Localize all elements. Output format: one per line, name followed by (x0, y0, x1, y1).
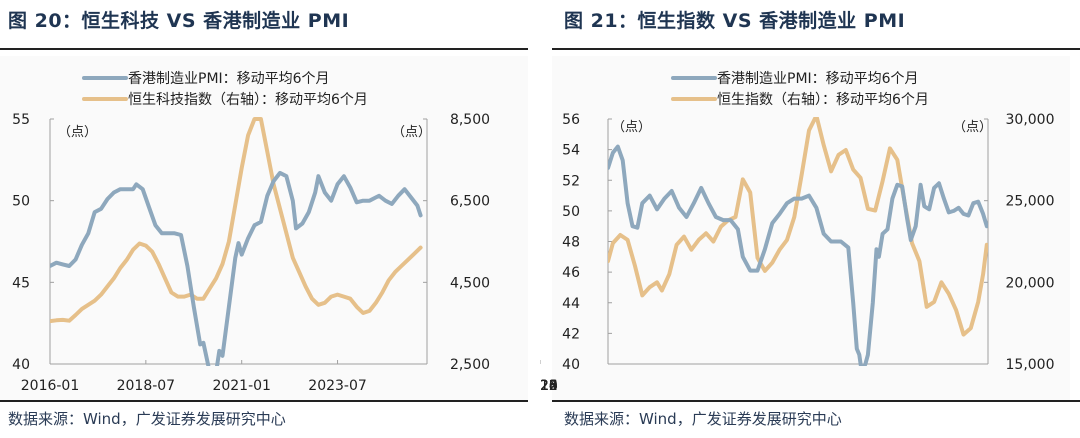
left-y-tick-label: 56 (562, 112, 580, 128)
x-tick-label: 2016-01 (21, 378, 80, 394)
left-y-tick-label: 50 (562, 204, 580, 220)
left-y-tick-label: 54 (562, 143, 580, 159)
right-y-tick-label: 8,500 (450, 112, 490, 128)
legend-label-pmi: 香港制造业PMI：移动平均6个月 (128, 71, 330, 87)
figure-20-panel: 图 20：恒生科技 VS 香港制造业 PMI 香港制造业PMI：移动平均6个月恒… (0, 10, 528, 428)
x-tick-label: 2018-07 (117, 378, 176, 394)
left-y-tick-label: 46 (562, 265, 580, 281)
source-divider (0, 400, 528, 402)
left-y-tick-label: 52 (562, 173, 580, 189)
left-unit-label: （点） (58, 125, 97, 140)
x-tick-label: 2016 (540, 378, 558, 394)
x-tick-label: 2021-01 (212, 378, 271, 394)
figure-21-title: 图 21：恒生指数 VS 香港制造业 PMI (564, 10, 906, 32)
left-y-tick-label: 44 (562, 296, 580, 312)
right-y-tick-label: 30,000 (1006, 112, 1055, 128)
figure-21-source: 数据来源：Wind，广发证券发展研究中心 (564, 410, 842, 428)
right-y-tick-label: 20,000 (1006, 275, 1055, 291)
left-unit-label: （点） (612, 120, 651, 135)
x-tick-label: 2023-07 (308, 378, 367, 394)
source-divider (552, 400, 1080, 402)
left-y-tick-label: 55 (12, 112, 30, 128)
series-line-index (608, 117, 988, 337)
figure-20-title: 图 20：恒生科技 VS 香港制造业 PMI (8, 10, 350, 32)
left-y-tick-label: 50 (12, 194, 30, 210)
plot-lines (50, 117, 423, 366)
right-unit-label: （点） (953, 120, 992, 135)
right-y-tick-label: 6,500 (450, 194, 490, 210)
title-divider (0, 48, 528, 50)
right-y-tick-label: 2,500 (450, 357, 490, 373)
right-y-tick-label: 25,000 (1006, 194, 1055, 210)
figure-20-source: 数据来源：Wind，广发证券发展研究中心 (8, 410, 286, 428)
x-tick-label: 2018 (540, 378, 558, 394)
x-tick-label: 2010 (540, 378, 558, 394)
series-line-index (50, 117, 423, 324)
series-line-pmi (608, 144, 988, 366)
x-tick-label: 2012 (540, 378, 558, 394)
x-tick-label: 2020 (540, 378, 558, 394)
legend-label-index: 恒生指数（右轴）：移动平均6个月 (717, 92, 929, 108)
figure-21-panel: 图 21：恒生指数 VS 香港制造业 PMI 香港制造业PMI：移动平均6个月恒… (540, 0, 1080, 438)
left-y-tick-label: 40 (562, 357, 580, 373)
left-y-tick-label: 45 (12, 275, 30, 291)
right-unit-label: （点） (392, 125, 431, 140)
x-tick-label: 2014 (540, 378, 558, 394)
left-y-tick-label: 40 (12, 357, 30, 373)
right-y-tick-label: 4,500 (450, 275, 490, 291)
series-line-pmi (50, 170, 423, 366)
legend-label-index: 恒生科技指数（右轴）：移动平均6个月 (128, 92, 368, 108)
left-y-tick-label: 48 (562, 235, 580, 251)
plot-lines (608, 117, 988, 366)
title-divider (552, 48, 1080, 50)
left-y-tick-label: 42 (562, 326, 580, 342)
right-y-tick-label: 15,000 (1006, 357, 1055, 373)
legend-label-pmi: 香港制造业PMI：移动平均6个月 (717, 71, 919, 87)
x-tick-label: 2024 (540, 378, 558, 394)
